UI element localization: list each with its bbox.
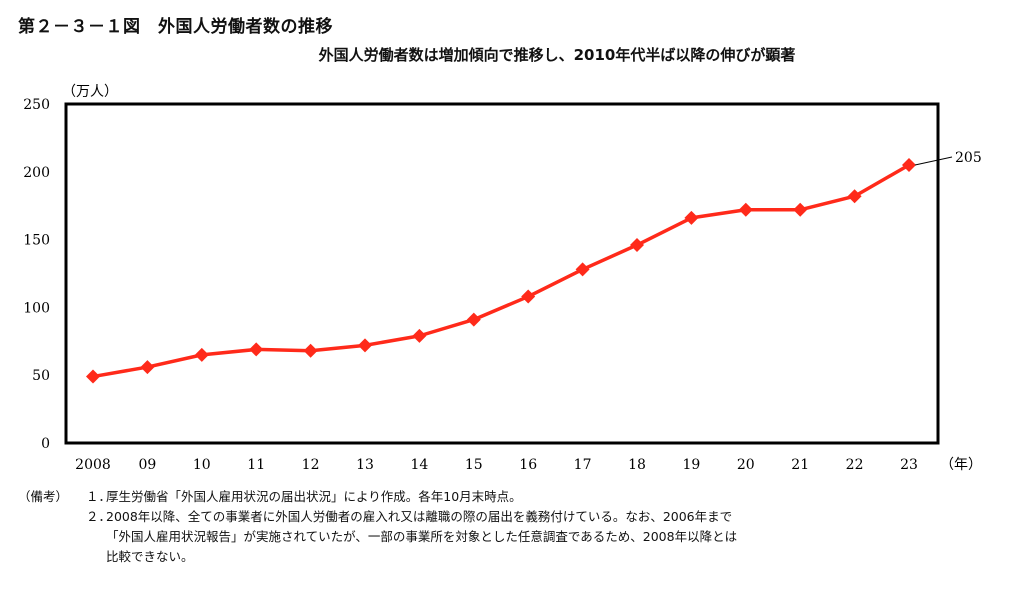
data-point-marker (140, 360, 155, 375)
y-tick-label: 100 (23, 300, 50, 316)
end-value-label: 205 (955, 150, 982, 166)
note-item-1: （備考） １． 厚生労働省「外国人雇用状況の届出状況」により作成。各年10月末時… (18, 487, 966, 507)
data-point-marker (86, 369, 100, 384)
note-continuation: 「外国人雇用状況報告」が実施されていたが、一部の事業所を対象とした任意調査である… (106, 529, 738, 544)
data-point-marker (793, 202, 808, 217)
x-tick-label: 22 (846, 457, 864, 473)
y-tick-label: 200 (23, 165, 50, 181)
data-point-marker (847, 189, 862, 204)
x-tick-label: 11 (247, 457, 265, 473)
y-tick-label: 0 (41, 436, 50, 452)
figure-title: 第２－３－１図 外国人労働者数の推移 (18, 17, 333, 37)
x-tick-label: 17 (574, 457, 592, 473)
note-number: ２． (86, 509, 112, 524)
note-text: 2008年以降、全ての事業者に外国人労働者の雇入れ又は離職の際の届出を義務付けて… (106, 509, 733, 524)
x-tick-label: 16 (519, 457, 537, 473)
data-point-marker (684, 210, 699, 225)
data-point-marker (902, 158, 916, 173)
x-tick-label: 12 (302, 457, 320, 473)
note-text: 厚生労働省「外国人雇用状況の届出状況」により作成。各年10月末時点。 (106, 489, 522, 504)
notes-head: （備考） (18, 489, 69, 504)
series-line (92, 163, 910, 379)
x-tick-label: 2008 (75, 457, 111, 473)
y-tick-label: 250 (23, 97, 50, 113)
end-label-leader (914, 156, 953, 166)
line-chart: （万人） 0 50 100 150 200 250 2008 09 10 11 12 13 14 15 1… (23, 84, 982, 473)
data-point-marker (575, 262, 590, 277)
x-tick-label: 09 (138, 457, 156, 473)
data-point-marker (303, 343, 318, 358)
data-point-marker (358, 338, 372, 353)
note-continuation: 比較できない。 (106, 549, 194, 564)
x-tick-label: 13 (356, 457, 374, 473)
data-point-marker (249, 342, 264, 357)
data-point-marker (630, 238, 644, 253)
x-tick-label: 18 (628, 457, 646, 473)
figure-subtitle: 外国人労働者数は増加傾向で推移し、2010年代半ば以降の伸びが顕著 (318, 46, 796, 64)
data-point-marker (738, 202, 753, 217)
data-point-marker (194, 347, 209, 362)
x-tick-label: 10 (193, 457, 211, 473)
data-point-marker (466, 312, 481, 327)
note-item-2: ２． 2008年以降、全ての事業者に外国人労働者の雇入れ又は離職の際の届出を義務… (18, 507, 966, 527)
y-tick-label: 150 (23, 233, 50, 249)
y-tick-label: 50 (32, 368, 50, 384)
note-number: １． (86, 489, 112, 504)
data-point-marker (521, 289, 536, 304)
x-tick-label: 21 (791, 457, 809, 473)
x-tick-label: 15 (465, 457, 483, 473)
x-tick-label: 20 (737, 457, 755, 473)
x-tick-label: 14 (410, 457, 428, 473)
plot-frame (64, 102, 940, 445)
notes: （備考） １． 厚生労働省「外国人雇用状況の届出状況」により作成。各年10月末時… (18, 487, 966, 567)
y-unit-label: （万人） (62, 84, 118, 100)
data-point-marker (412, 328, 427, 343)
x-unit-label: （年） (940, 457, 982, 473)
x-tick-label: 19 (682, 457, 700, 473)
x-tick-label: 23 (900, 457, 918, 473)
